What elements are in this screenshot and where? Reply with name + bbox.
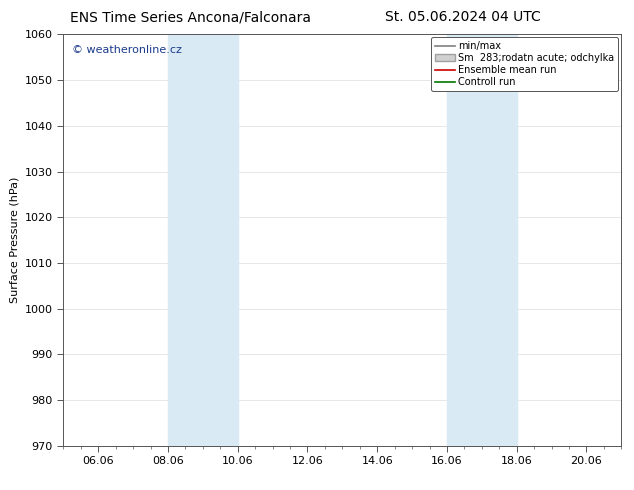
Y-axis label: Surface Pressure (hPa): Surface Pressure (hPa): [10, 177, 19, 303]
Bar: [447, 34, 517, 446]
Text: © weatheronline.cz: © weatheronline.cz: [72, 45, 182, 54]
Bar: [168, 34, 238, 446]
Legend: min/max, Sm  283;rodatn acute; odchylka, Ensemble mean run, Controll run: min/max, Sm 283;rodatn acute; odchylka, …: [431, 37, 618, 91]
Text: St. 05.06.2024 04 UTC: St. 05.06.2024 04 UTC: [385, 10, 541, 24]
Text: ENS Time Series Ancona/Falconara: ENS Time Series Ancona/Falconara: [70, 10, 311, 24]
